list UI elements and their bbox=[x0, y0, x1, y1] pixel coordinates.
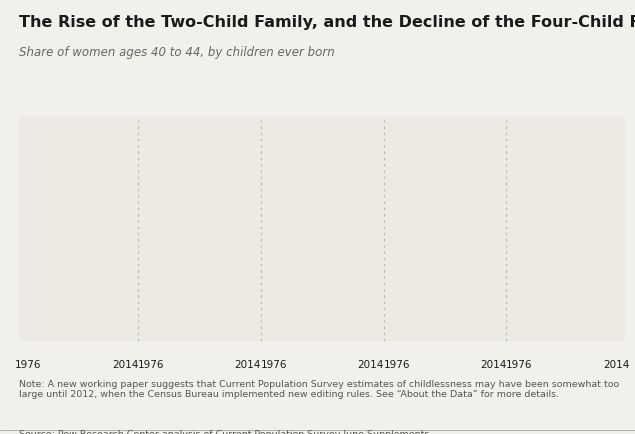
Polygon shape bbox=[551, 155, 566, 162]
Circle shape bbox=[421, 161, 425, 164]
Text: 15%: 15% bbox=[100, 273, 128, 286]
Text: 4+: 4+ bbox=[560, 183, 575, 194]
Circle shape bbox=[420, 146, 433, 155]
Circle shape bbox=[572, 161, 577, 164]
Text: 35: 35 bbox=[358, 204, 374, 217]
Text: 2: 2 bbox=[319, 183, 326, 194]
Circle shape bbox=[333, 161, 337, 164]
Circle shape bbox=[578, 161, 583, 164]
Text: 18: 18 bbox=[235, 263, 251, 276]
Text: 2014: 2014 bbox=[603, 360, 629, 370]
Polygon shape bbox=[532, 155, 547, 162]
Circle shape bbox=[465, 161, 469, 164]
Polygon shape bbox=[589, 155, 603, 162]
Polygon shape bbox=[142, 278, 257, 341]
Polygon shape bbox=[305, 155, 321, 162]
Text: 1976: 1976 bbox=[506, 360, 533, 370]
Text: 1976: 1976 bbox=[384, 360, 410, 370]
Circle shape bbox=[591, 161, 595, 164]
Text: 2014: 2014 bbox=[480, 360, 507, 370]
Circle shape bbox=[541, 161, 545, 164]
Text: The Rise of the Two-Child Family, and the Decline of the Four-Child Family: The Rise of the Two-Child Family, and th… bbox=[19, 15, 635, 30]
Text: Share of women ages 40 to 44, by children ever born: Share of women ages 40 to 44, by childre… bbox=[19, 46, 335, 59]
Polygon shape bbox=[419, 155, 434, 162]
Polygon shape bbox=[387, 261, 503, 341]
Circle shape bbox=[559, 161, 564, 164]
Circle shape bbox=[314, 161, 318, 164]
Circle shape bbox=[589, 146, 603, 155]
Circle shape bbox=[457, 146, 471, 155]
Text: 23: 23 bbox=[393, 245, 410, 258]
Circle shape bbox=[597, 161, 601, 164]
Circle shape bbox=[326, 161, 331, 164]
Text: 10: 10 bbox=[147, 290, 164, 303]
Circle shape bbox=[194, 161, 199, 164]
Text: 22: 22 bbox=[271, 249, 286, 262]
Text: 1976: 1976 bbox=[138, 360, 164, 370]
Polygon shape bbox=[192, 155, 207, 162]
Circle shape bbox=[307, 161, 312, 164]
Circle shape bbox=[535, 161, 539, 164]
Text: 12: 12 bbox=[603, 283, 620, 296]
Polygon shape bbox=[511, 216, 625, 341]
Text: 1976: 1976 bbox=[260, 360, 287, 370]
Circle shape bbox=[533, 146, 547, 155]
Text: 2014: 2014 bbox=[112, 360, 138, 370]
Circle shape bbox=[570, 146, 584, 155]
Text: 10%: 10% bbox=[25, 290, 53, 303]
Polygon shape bbox=[438, 155, 453, 162]
Circle shape bbox=[439, 161, 444, 164]
Circle shape bbox=[458, 161, 463, 164]
Text: Note: A new working paper suggests that Current Population Survey estimates of c: Note: A new working paper suggests that … bbox=[19, 380, 619, 399]
Text: 2014: 2014 bbox=[358, 360, 384, 370]
Text: 20: 20 bbox=[481, 256, 497, 269]
Circle shape bbox=[427, 161, 432, 164]
Circle shape bbox=[192, 146, 206, 155]
Circle shape bbox=[325, 146, 338, 155]
Polygon shape bbox=[457, 155, 471, 162]
Polygon shape bbox=[570, 155, 585, 162]
Text: 3: 3 bbox=[442, 183, 448, 194]
Text: Source: Pew Research Center analysis of Current Population Survey June Supplemen: Source: Pew Research Center analysis of … bbox=[19, 430, 429, 434]
Text: 36: 36 bbox=[516, 200, 532, 213]
Circle shape bbox=[438, 146, 452, 155]
Circle shape bbox=[201, 161, 205, 164]
Text: 1 CHILD: 1 CHILD bbox=[178, 183, 220, 194]
Circle shape bbox=[446, 161, 451, 164]
Polygon shape bbox=[19, 289, 134, 341]
Text: CHILDLESS: CHILDLESS bbox=[48, 183, 105, 194]
Polygon shape bbox=[265, 219, 380, 341]
Polygon shape bbox=[324, 155, 339, 162]
Text: 1976: 1976 bbox=[15, 360, 41, 370]
Circle shape bbox=[552, 146, 565, 155]
Text: 2014: 2014 bbox=[235, 360, 261, 370]
Circle shape bbox=[553, 161, 558, 164]
Circle shape bbox=[306, 146, 319, 155]
